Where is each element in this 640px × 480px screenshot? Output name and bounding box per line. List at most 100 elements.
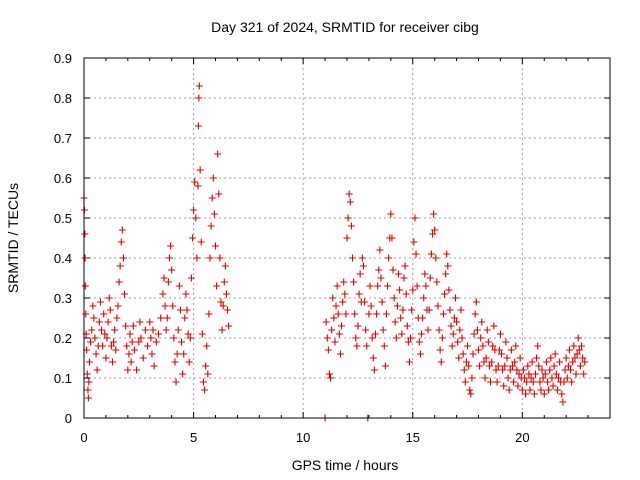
data-point xyxy=(144,342,152,350)
data-point xyxy=(206,254,214,262)
x-tick-labels: 0 5 10 15 20 xyxy=(80,430,529,445)
data-point xyxy=(323,334,331,342)
data-point xyxy=(564,362,572,370)
data-point xyxy=(341,290,349,298)
data-point xyxy=(126,330,134,338)
data-point xyxy=(442,270,450,278)
data-point xyxy=(176,306,184,314)
data-point xyxy=(348,254,356,262)
data-point xyxy=(128,338,136,346)
data-point xyxy=(125,350,133,358)
data-point xyxy=(466,386,474,394)
data-point xyxy=(157,314,165,322)
data-point xyxy=(546,366,554,374)
data-point xyxy=(332,302,340,310)
data-point xyxy=(400,274,408,282)
data-point xyxy=(536,378,544,386)
data-point xyxy=(115,278,123,286)
data-point xyxy=(83,370,91,378)
data-point xyxy=(401,262,409,270)
data-point xyxy=(339,298,347,306)
data-point xyxy=(201,386,209,394)
data-point xyxy=(578,342,586,350)
data-point xyxy=(528,358,536,366)
data-point xyxy=(542,358,550,366)
data-point xyxy=(368,334,376,342)
data-point xyxy=(203,342,211,350)
data-point xyxy=(576,362,584,370)
data-point xyxy=(379,326,387,334)
data-point xyxy=(342,310,350,318)
data-point xyxy=(498,350,506,358)
data-point xyxy=(462,358,470,366)
data-point xyxy=(519,366,527,374)
data-point xyxy=(155,330,163,338)
data-point xyxy=(458,334,466,342)
data-point xyxy=(444,262,452,270)
data-point xyxy=(133,366,141,374)
data-point xyxy=(114,302,122,310)
data-point xyxy=(329,294,337,302)
y-tick-label: 0.1 xyxy=(54,371,72,386)
data-point xyxy=(102,354,110,362)
data-point xyxy=(493,378,501,386)
data-point xyxy=(449,330,457,338)
data-point xyxy=(152,338,160,346)
data-point xyxy=(526,386,534,394)
x-tick-label: 10 xyxy=(296,430,310,445)
data-point xyxy=(113,314,121,322)
data-point xyxy=(445,286,453,294)
data-point xyxy=(322,318,330,326)
data-point xyxy=(172,378,180,386)
data-point xyxy=(175,282,183,290)
data-point xyxy=(408,306,416,314)
data-point xyxy=(565,346,573,354)
data-point xyxy=(174,326,182,334)
data-point xyxy=(506,366,514,374)
data-point xyxy=(353,342,361,350)
data-point xyxy=(375,266,383,274)
data-point xyxy=(496,330,504,338)
data-point xyxy=(431,226,439,234)
data-point xyxy=(188,234,196,242)
data-point xyxy=(443,250,451,258)
data-point xyxy=(512,342,520,350)
y-tick-label: 0.6 xyxy=(54,171,72,186)
data-point xyxy=(539,374,547,382)
data-point xyxy=(521,374,529,382)
data-point xyxy=(430,210,438,218)
data-point xyxy=(82,310,90,318)
data-point xyxy=(424,326,432,334)
data-point xyxy=(574,334,582,342)
chart-title: Day 321 of 2024, SRMTID for receiver cib… xyxy=(211,19,479,35)
data-point xyxy=(103,334,111,342)
data-point xyxy=(548,374,556,382)
data-point xyxy=(485,362,493,370)
data-point xyxy=(137,334,145,342)
data-point xyxy=(545,386,553,394)
data-point xyxy=(433,278,441,286)
data-point xyxy=(562,354,570,362)
data-point xyxy=(207,222,215,230)
data-point xyxy=(331,338,339,346)
data-point xyxy=(480,358,488,366)
data-point xyxy=(494,362,502,370)
data-point xyxy=(490,322,498,330)
data-point xyxy=(340,278,348,286)
data-point xyxy=(181,314,189,322)
data-point xyxy=(499,366,507,374)
data-point xyxy=(405,358,413,366)
data-point xyxy=(426,274,434,282)
data-point xyxy=(434,302,442,310)
data-point xyxy=(460,366,468,374)
data-point xyxy=(471,310,479,318)
data-point xyxy=(160,274,168,282)
data-point xyxy=(167,242,175,250)
plot-frame xyxy=(83,57,611,419)
data-point xyxy=(478,318,486,326)
data-point xyxy=(129,322,137,330)
data-point xyxy=(450,314,458,322)
data-point xyxy=(529,378,537,386)
y-tick-label: 0 xyxy=(65,411,72,426)
data-point xyxy=(343,234,351,242)
